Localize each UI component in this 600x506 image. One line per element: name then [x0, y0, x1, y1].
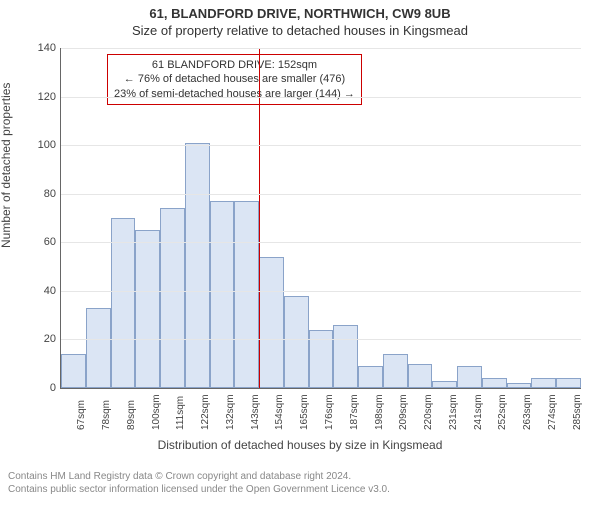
x-tick-label: 198sqm: [374, 394, 385, 430]
bar: [135, 230, 160, 388]
x-tick-label: 252sqm: [497, 394, 508, 430]
bar: [86, 308, 111, 388]
y-tick-label: 20: [30, 333, 56, 345]
gridline: [61, 145, 581, 146]
footer-line1: Contains HM Land Registry data © Crown c…: [8, 471, 390, 484]
x-tick-label: 111sqm: [175, 396, 186, 430]
y-tick-label: 0: [30, 382, 56, 394]
gridline: [61, 48, 581, 49]
y-tick-label: 120: [30, 91, 56, 103]
x-tick-label: 220sqm: [423, 394, 434, 430]
bar: [457, 366, 482, 388]
x-tick-label: 241sqm: [473, 394, 484, 430]
gridline: [61, 291, 581, 292]
bar: [185, 143, 210, 388]
x-tick-label: 231sqm: [448, 394, 459, 430]
annot-line1: 61 BLANDFORD DRIVE: 152sqm: [114, 58, 355, 72]
page-subtitle: Size of property relative to detached ho…: [0, 23, 600, 38]
page-title: 61, BLANDFORD DRIVE, NORTHWICH, CW9 8UB: [0, 6, 600, 21]
x-tick-label: 165sqm: [299, 394, 310, 430]
x-tick-label: 132sqm: [225, 394, 236, 430]
gridline: [61, 194, 581, 195]
bar: [432, 381, 457, 388]
gridline: [61, 242, 581, 243]
x-tick-label: 187sqm: [349, 394, 360, 430]
bar: [408, 364, 433, 388]
y-tick-label: 40: [30, 285, 56, 297]
y-tick-label: 80: [30, 188, 56, 200]
x-axis-label: Distribution of detached houses by size …: [0, 438, 600, 452]
bar: [507, 383, 532, 388]
x-tick-label: 89sqm: [126, 400, 137, 430]
bar: [383, 354, 408, 388]
y-tick-label: 100: [30, 139, 56, 151]
bar: [531, 378, 556, 388]
x-tick-label: 154sqm: [274, 394, 285, 430]
chart-container: Number of detached properties 61 BLANDFO…: [0, 38, 600, 458]
annot-line2: ← 76% of detached houses are smaller (47…: [114, 72, 355, 86]
x-tick-label: 263sqm: [522, 394, 533, 430]
x-tick-label: 209sqm: [398, 394, 409, 430]
bar: [234, 201, 259, 388]
x-tick-label: 285sqm: [572, 394, 583, 430]
y-tick-label: 140: [30, 42, 56, 54]
bar: [482, 378, 507, 388]
annot-line3: 23% of semi-detached houses are larger (…: [114, 87, 355, 101]
bar: [358, 366, 383, 388]
x-tick-label: 122sqm: [200, 394, 211, 430]
x-tick-label: 67sqm: [76, 400, 87, 430]
x-tick-label: 100sqm: [151, 394, 162, 430]
x-tick-label: 176sqm: [324, 394, 335, 430]
plot-area: 61 BLANDFORD DRIVE: 152sqm ← 76% of deta…: [60, 48, 581, 389]
x-tick-label: 274sqm: [547, 394, 558, 430]
reference-line: [259, 48, 260, 388]
footer-attribution: Contains HM Land Registry data © Crown c…: [8, 471, 390, 496]
bar: [210, 201, 235, 388]
gridline: [61, 339, 581, 340]
x-tick-label: 78sqm: [101, 400, 112, 430]
bar: [111, 218, 136, 388]
y-tick-label: 60: [30, 236, 56, 248]
x-tick-label: 143sqm: [250, 394, 261, 430]
bar: [160, 208, 185, 388]
bar: [333, 325, 358, 388]
bar: [556, 378, 581, 388]
bar: [61, 354, 86, 388]
footer-line2: Contains public sector information licen…: [8, 484, 390, 497]
gridline: [61, 97, 581, 98]
bar: [259, 257, 284, 388]
bar: [284, 296, 309, 388]
y-axis-label: Number of detached properties: [0, 83, 13, 248]
